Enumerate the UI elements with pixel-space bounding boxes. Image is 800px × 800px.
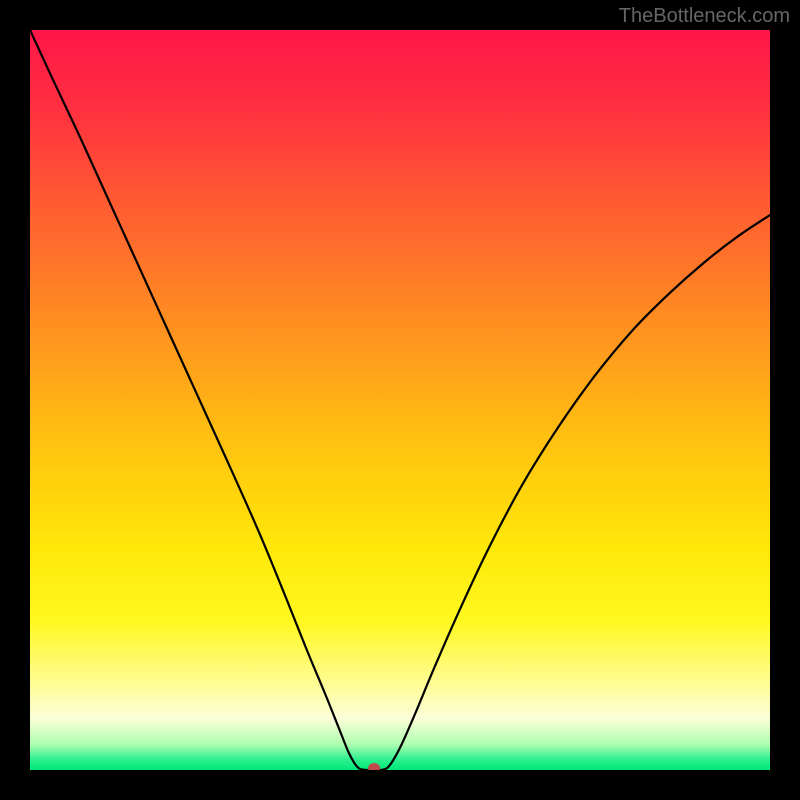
- bottleneck-curve-chart: [30, 30, 770, 770]
- chart-plot-area: [30, 30, 770, 770]
- chart-frame: [30, 30, 770, 770]
- gradient-background: [30, 30, 770, 770]
- attribution-text: TheBottleneck.com: [619, 5, 790, 28]
